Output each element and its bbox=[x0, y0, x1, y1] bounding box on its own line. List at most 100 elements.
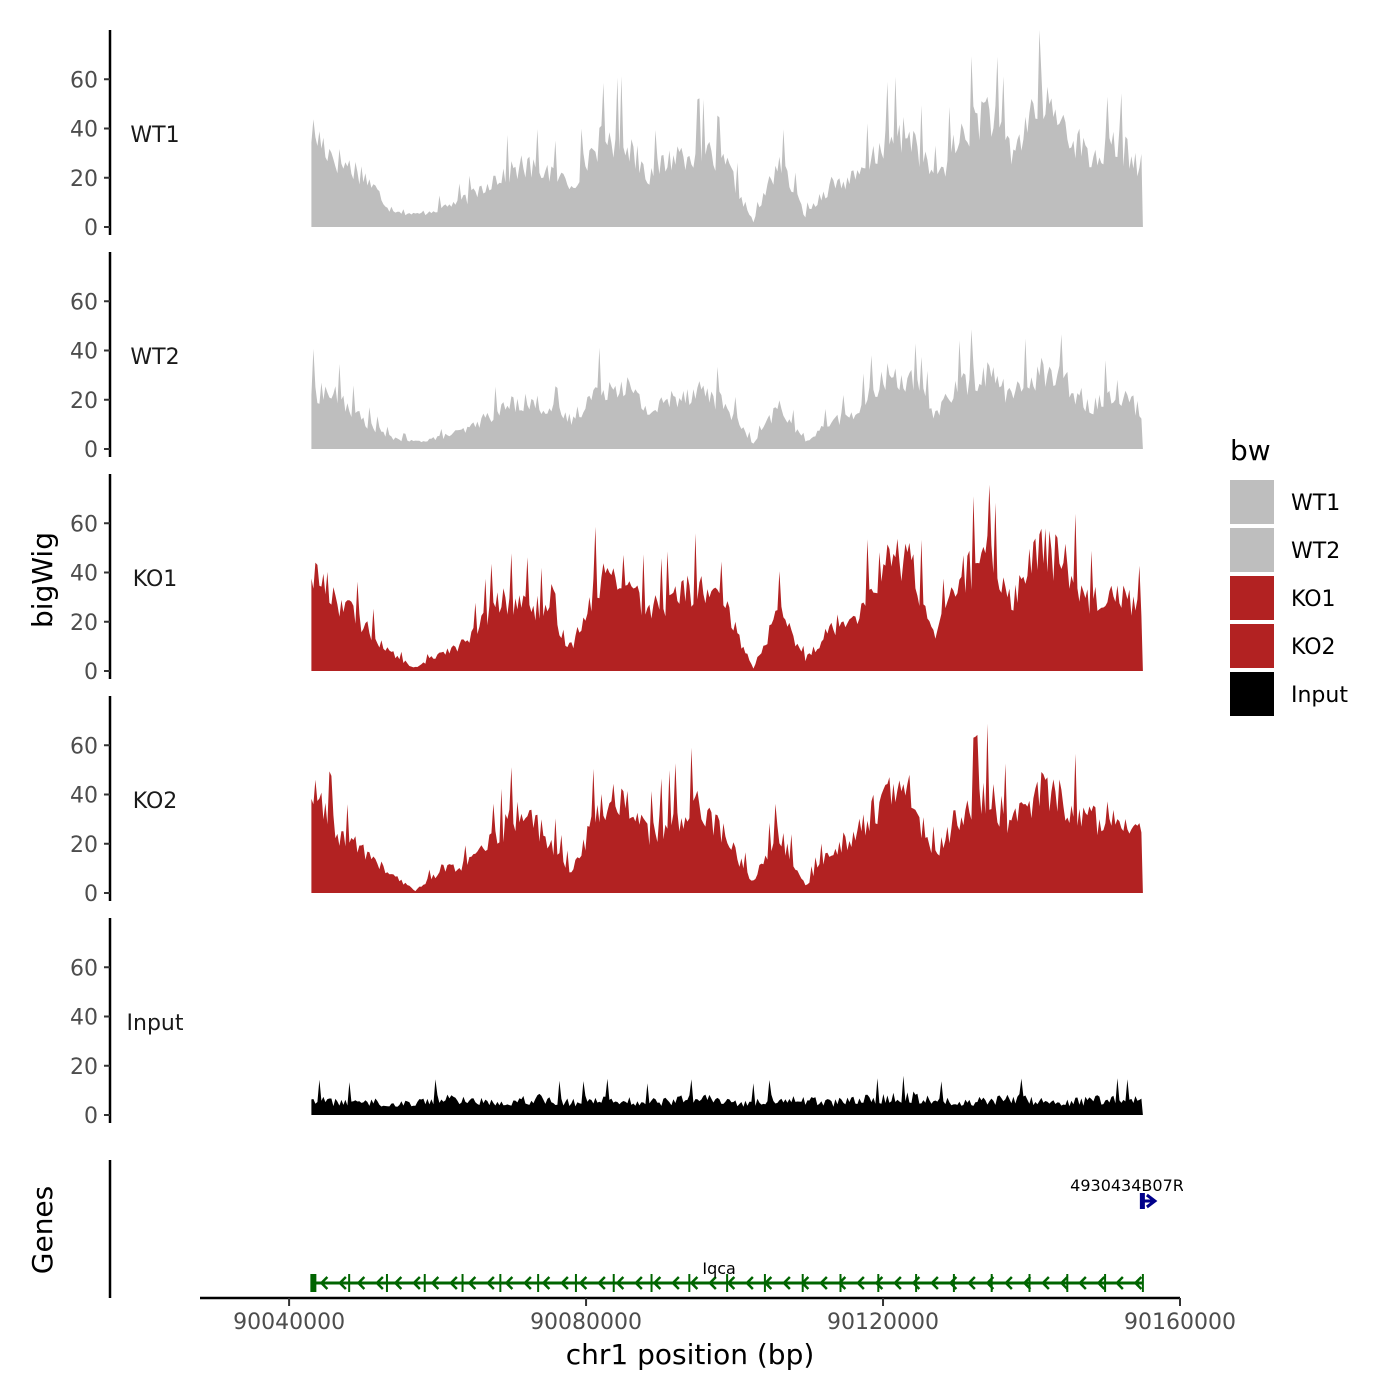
strand-arrow bbox=[782, 1276, 791, 1290]
strand-arrow bbox=[523, 1276, 532, 1290]
strand-arrow bbox=[504, 1276, 514, 1290]
strand-arrow bbox=[1078, 1276, 1087, 1290]
strand-arrow bbox=[338, 1276, 347, 1290]
strand-arrow bbox=[1004, 1276, 1013, 1290]
strand-arrow bbox=[1115, 1276, 1124, 1290]
strand-arrow bbox=[560, 1276, 569, 1290]
strand-arrow bbox=[467, 1276, 477, 1290]
y-tick-label: 40 bbox=[70, 1006, 98, 1031]
x-axis-title: chr1 position (bp) bbox=[566, 1338, 815, 1371]
legend-label-wt2: WT2 bbox=[1291, 539, 1340, 564]
strand-arrow bbox=[1096, 1276, 1106, 1290]
strand-arrow bbox=[449, 1276, 458, 1290]
gene-track: Iqca 4930434B07Rik bbox=[108, 1160, 1183, 1298]
y-tick-label: 40 bbox=[70, 562, 98, 587]
strand-arrow bbox=[1041, 1276, 1050, 1290]
strand-arrow bbox=[856, 1276, 865, 1290]
strand-arrow bbox=[597, 1276, 606, 1290]
y-tick-label: 0 bbox=[84, 438, 98, 463]
track-ko1: 0 20 40 60 KO1 bbox=[70, 474, 1143, 685]
legend-key-input bbox=[1230, 672, 1274, 716]
strand-arrow bbox=[671, 1276, 680, 1290]
strand-arrow bbox=[708, 1276, 717, 1290]
track-input: 0 20 40 60 Input bbox=[70, 918, 1143, 1129]
strand-arrow bbox=[745, 1276, 754, 1290]
strand-arrow bbox=[578, 1276, 588, 1290]
y-tick-label: 20 bbox=[70, 389, 98, 414]
strand-arrow bbox=[486, 1276, 495, 1290]
coverage-area-ko1 bbox=[311, 484, 1143, 671]
gene-iqca: Iqca bbox=[310, 1259, 1144, 1292]
track-wt1: 0 20 40 60 WT1 bbox=[70, 30, 1143, 241]
y-axis-title: bigWig bbox=[26, 532, 59, 628]
strand-arrow bbox=[412, 1276, 421, 1290]
coverage-area-input bbox=[311, 1075, 1143, 1115]
legend-key-wt1 bbox=[1230, 480, 1274, 524]
legend: WT1 WT2 KO1 KO2 Input bbox=[1230, 480, 1348, 716]
track-ko2: 0 20 40 60 KO2 bbox=[70, 696, 1143, 907]
strand-arrow bbox=[930, 1276, 939, 1290]
y-tick-label: 60 bbox=[70, 68, 98, 93]
strand-arrow bbox=[819, 1276, 828, 1290]
strand-arrow bbox=[948, 1276, 958, 1290]
genes-axis-title: Genes bbox=[26, 1186, 59, 1274]
strand-arrow bbox=[634, 1276, 643, 1290]
gene-4930434b07rik: 4930434B07Rik bbox=[1070, 1176, 1183, 1209]
legend-key-wt2 bbox=[1230, 528, 1274, 572]
legend-label-input: Input bbox=[1291, 683, 1348, 708]
legend-key-ko2 bbox=[1230, 624, 1274, 668]
x-tick-label: 90120000 bbox=[827, 1310, 939, 1335]
y-tick-label: 40 bbox=[70, 118, 98, 143]
track-label: KO2 bbox=[133, 789, 178, 814]
y-tick-label: 60 bbox=[70, 734, 98, 759]
strand-arrow bbox=[1133, 1276, 1143, 1290]
x-tick-label: 90080000 bbox=[530, 1310, 642, 1335]
strand-arrow bbox=[800, 1276, 810, 1290]
strand-arrow bbox=[726, 1276, 736, 1290]
x-tick-label: 90160000 bbox=[1124, 1310, 1236, 1335]
strand-arrow bbox=[874, 1276, 884, 1290]
x-axis: 90040000 90080000 90120000 90160000 bbox=[200, 1296, 1236, 1335]
y-tick-label: 60 bbox=[70, 512, 98, 537]
strand-arrow bbox=[1145, 1193, 1158, 1209]
y-tick-label: 60 bbox=[70, 290, 98, 315]
y-tick-label: 40 bbox=[70, 340, 98, 365]
track-panels: 0 20 40 60 WT1 0 20 40 60 WT2 0 20 40 60 KO1 0 20 40 60 KO2… bbox=[70, 30, 1143, 1129]
strand-arrow bbox=[1022, 1276, 1032, 1290]
track-label: WT2 bbox=[130, 345, 179, 370]
track-label: WT1 bbox=[130, 123, 179, 148]
y-tick-label: 20 bbox=[70, 833, 98, 858]
y-tick-label: 60 bbox=[70, 956, 98, 981]
coverage-area-wt1 bbox=[311, 30, 1143, 227]
strand-arrow bbox=[541, 1276, 551, 1290]
track-label: KO1 bbox=[133, 567, 178, 592]
legend-title: bw bbox=[1230, 434, 1271, 467]
gene-label: Iqca bbox=[702, 1259, 735, 1278]
y-tick-label: 0 bbox=[84, 1104, 98, 1129]
coverage-area-ko2 bbox=[311, 723, 1143, 893]
y-tick-label: 0 bbox=[84, 216, 98, 241]
strand-arrow bbox=[615, 1276, 625, 1290]
strand-arrow bbox=[430, 1276, 440, 1290]
strand-arrow bbox=[393, 1276, 403, 1290]
y-tick-label: 0 bbox=[84, 660, 98, 685]
strand-arrow bbox=[967, 1276, 976, 1290]
strand-arrow bbox=[893, 1276, 902, 1290]
strand-arrow bbox=[911, 1276, 921, 1290]
y-tick-label: 20 bbox=[70, 167, 98, 192]
track-wt2: 0 20 40 60 WT2 bbox=[70, 252, 1143, 463]
legend-key-ko1 bbox=[1230, 576, 1274, 620]
y-tick-label: 20 bbox=[70, 1055, 98, 1080]
legend-label-ko2: KO2 bbox=[1291, 635, 1336, 660]
strand-arrow bbox=[319, 1276, 329, 1290]
legend-label-ko1: KO1 bbox=[1291, 587, 1336, 612]
exon bbox=[311, 1274, 317, 1292]
y-tick-label: 0 bbox=[84, 882, 98, 907]
strand-arrow bbox=[652, 1276, 662, 1290]
coverage-area-wt2 bbox=[311, 329, 1143, 449]
strand-arrow bbox=[763, 1276, 773, 1290]
y-tick-label: 40 bbox=[70, 784, 98, 809]
strand-arrow bbox=[1059, 1276, 1069, 1290]
track-label: Input bbox=[127, 1011, 184, 1036]
